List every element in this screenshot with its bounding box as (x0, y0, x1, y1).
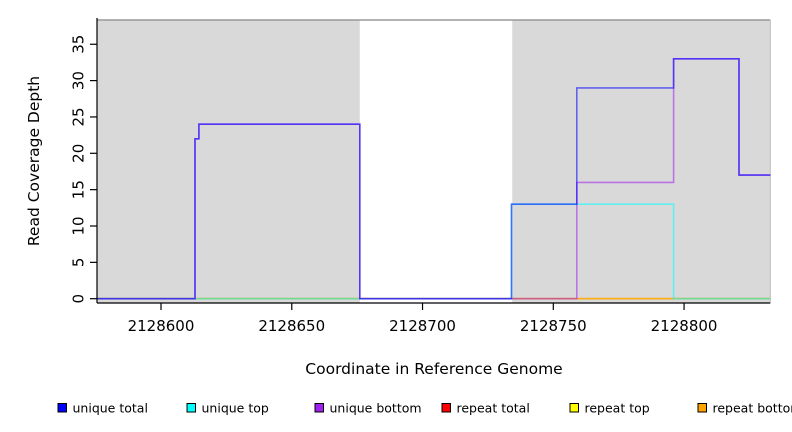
y-tick-label: 30 (70, 71, 88, 90)
legend-swatch-unique-top (186, 403, 196, 413)
y-tick-label: 5 (70, 258, 88, 268)
shaded-region-left-repeat-shading (96, 20, 360, 303)
legend-label-repeat-bottom: repeat bottom (713, 401, 792, 416)
legend-label-repeat-top: repeat top (585, 401, 650, 416)
x-tick-label: 2128750 (520, 317, 587, 335)
x-tick-label: 2128600 (128, 317, 195, 335)
shaded-region-right-repeat-shading (512, 20, 771, 303)
x-tick-label: 2128700 (389, 317, 456, 335)
x-tick-label: 2128800 (651, 317, 718, 335)
series-line-unique-total (96, 57, 771, 300)
legend-label-unique-top: unique top (202, 401, 269, 416)
legend-label-repeat-total: repeat total (457, 401, 530, 416)
y-tick-label: 10 (70, 216, 88, 235)
legend-label-unique-bottom: unique bottom (330, 401, 422, 416)
y-tick-label: 35 (70, 35, 88, 54)
x-axis-title: Coordinate in Reference Genome (305, 360, 563, 378)
y-tick-label: 20 (70, 144, 88, 163)
legend-swatch-repeat-total (441, 403, 451, 413)
legend-swatch-repeat-bottom (697, 403, 707, 413)
legend-swatch-unique-bottom (314, 403, 324, 413)
legend-swatch-unique-total (57, 403, 67, 413)
y-tick-label: 15 (70, 180, 88, 199)
x-tick-label: 2128650 (258, 317, 325, 335)
legend-swatch-repeat-top (569, 403, 579, 413)
y-tick-label: 0 (70, 294, 88, 304)
y-tick-label: 25 (70, 107, 88, 126)
legend-label-unique-total: unique total (73, 401, 148, 416)
y-axis-title: Read Coverage Depth (25, 75, 43, 247)
